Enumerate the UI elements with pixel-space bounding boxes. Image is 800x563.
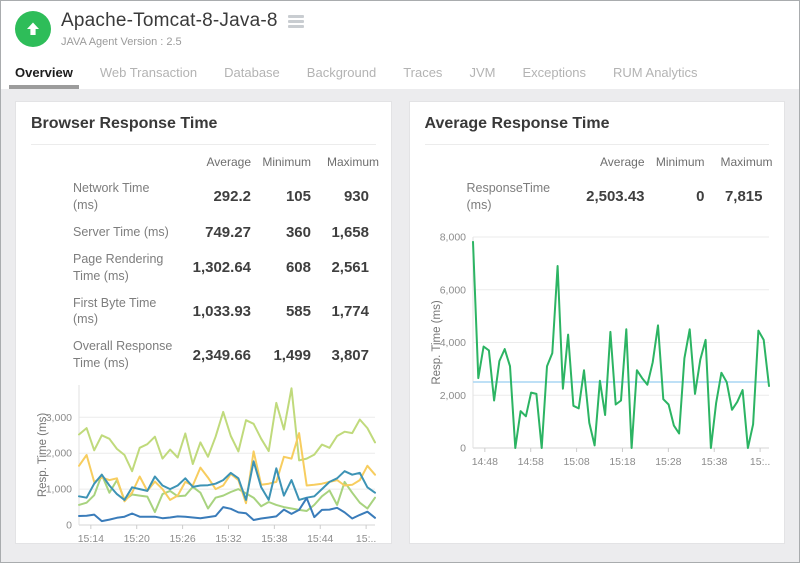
- table-row: Server Time (ms) 749.27 360 1,658: [31, 219, 379, 246]
- tab-rum-analytics[interactable]: RUM Analytics: [613, 65, 698, 80]
- table-row: First Byte Time (ms) 1,033.93 585 1,774: [31, 290, 379, 334]
- up-arrow-icon: [15, 11, 51, 47]
- y-tick-label: 0: [66, 520, 72, 532]
- panel-title: Browser Response Time: [31, 115, 218, 132]
- series-page-rendering-time: [78, 432, 376, 505]
- metric-maximum: 2,561: [331, 259, 369, 277]
- stats-table: Average Minimum Maximum Network Time (ms) 29…: [31, 151, 379, 377]
- metric-minimum: 585: [285, 302, 311, 320]
- tab-background[interactable]: Background: [306, 65, 377, 80]
- y-tick-label: 8,000: [439, 233, 465, 244]
- dashboard-content: Browser Response Time Average Minimum Maxi…: [1, 89, 799, 562]
- tab-overview[interactable]: Overview: [9, 56, 79, 89]
- x-tick-label: 15:32: [215, 533, 241, 544]
- y-axis-label: Resp. Time (ms): [37, 413, 49, 498]
- x-tick-label: 15:14: [78, 533, 104, 544]
- metric-label: Server Time (ms): [73, 224, 169, 239]
- app-header: Apache-Tomcat-8-Java-8 JAVA Agent Versio…: [1, 1, 799, 56]
- metric-average: 2,503.43: [586, 188, 645, 206]
- x-tick-label: 15:08: [563, 456, 589, 468]
- browser-response-stats-table: Average Minimum Maximum Network Time (ms) 29…: [31, 151, 379, 377]
- metric-maximum: 3,807: [331, 346, 369, 364]
- tab-jvm[interactable]: JVM: [469, 65, 496, 80]
- tab-bar: Overview Web Transaction Database Backgroun…: [1, 56, 799, 89]
- metric-label: Page Rendering Time (ms): [73, 251, 164, 283]
- tab-web-transaction[interactable]: Web Transaction: [99, 65, 198, 80]
- series-first-byte-time: [78, 460, 376, 501]
- column-header: Minimum: [262, 155, 311, 169]
- tab-database[interactable]: Database: [224, 65, 280, 80]
- x-tick-label: 15:44: [307, 533, 333, 544]
- metric-average: 749.27: [205, 223, 251, 241]
- hamburger-icon[interactable]: [287, 13, 304, 30]
- average-response-stats-table: Average Minimum Maximum ResponseTime (ms) 2,…: [425, 151, 773, 219]
- series-responsetime: [471, 240, 770, 449]
- metric-minimum: 608: [285, 259, 311, 277]
- table-row: Network Time (ms) 292.2 105 930: [31, 175, 379, 219]
- x-tick-label: 15:26: [169, 533, 195, 544]
- x-tick-label: 15:20: [124, 533, 150, 544]
- table-row: Overall Response Time (ms) 2,349.66 1,499 3…: [31, 333, 379, 377]
- average-response-time-chart[interactable]: 0 2,000 4,000 6,000 8,000 Resp. Time (ms) 14:4…: [425, 233, 775, 478]
- y-tick-label: 4,000: [439, 337, 465, 349]
- metric-average: 1,302.64: [192, 259, 251, 277]
- metric-minimum: 360: [285, 223, 311, 241]
- agent-version-label: JAVA Agent Version : 2.5: [61, 36, 182, 48]
- metric-label: First Byte Time (ms): [73, 295, 157, 327]
- column-header: Maximum: [327, 155, 380, 169]
- series-overall-response-time: [78, 387, 376, 473]
- metric-average: 2,349.66: [192, 346, 251, 364]
- metric-maximum: 930: [343, 188, 369, 206]
- y-tick-label: 2,000: [439, 390, 465, 402]
- metric-label: Overall Response Time (ms): [73, 339, 173, 371]
- tab-traces[interactable]: Traces: [403, 65, 443, 80]
- page-title: Apache-Tomcat-8-Java-8: [61, 10, 278, 31]
- panel-title: Average Response Time: [424, 115, 610, 132]
- metric-label: Network Time (ms): [73, 181, 150, 212]
- x-tick-label: 15:38: [701, 456, 727, 468]
- panel-browser-response-time: Browser Response Time Average Minimum Maxi…: [15, 101, 392, 544]
- metric-average: 1,033.93: [192, 302, 251, 320]
- column-header: Average: [206, 155, 251, 169]
- y-axis-label: Resp. Time (ms): [431, 300, 443, 385]
- metric-minimum: 105: [285, 188, 311, 206]
- x-tick-label: 15:28: [655, 456, 681, 468]
- table-row: Page Rendering Time (ms) 1,302.64 608 2,561: [31, 246, 379, 290]
- tab-exceptions[interactable]: Exceptions: [522, 65, 587, 80]
- y-tick-label: 3,000: [46, 412, 72, 424]
- x-tick-label: 15:18: [609, 456, 635, 468]
- panel-average-response-time: Average Response Time Average Minimum Maxi…: [408, 101, 785, 544]
- series-network-time: [78, 497, 376, 523]
- x-tick-label: 15:..: [749, 456, 769, 468]
- x-tick-label: 14:48: [471, 456, 497, 468]
- metric-maximum: 1,774: [331, 302, 369, 320]
- y-tick-label: 1,000: [46, 484, 72, 496]
- x-tick-label: 15:38: [261, 533, 287, 544]
- y-tick-label: 2,000: [46, 448, 72, 460]
- y-tick-label: 6,000: [439, 284, 465, 296]
- metric-minimum: 0: [696, 188, 705, 206]
- metric-minimum: 1,499: [273, 346, 311, 364]
- y-tick-label: 0: [460, 442, 466, 454]
- column-header: Minimum: [655, 155, 705, 169]
- column-header: Average: [600, 155, 645, 169]
- metric-maximum: 1,658: [331, 223, 369, 241]
- x-tick-label: 15:..: [356, 533, 376, 544]
- metric-label: ResponseTime (ms): [466, 181, 551, 212]
- metric-maximum: 7,815: [724, 188, 763, 206]
- stats-table: Average Minimum Maximum ResponseTime (ms) 2,…: [425, 151, 773, 219]
- x-tick-label: 14:58: [517, 456, 543, 468]
- column-header: Maximum: [720, 155, 773, 169]
- metric-average: 292.2: [213, 188, 251, 206]
- table-row: ResponseTime (ms) 2,503.43 0 7,815: [425, 175, 773, 219]
